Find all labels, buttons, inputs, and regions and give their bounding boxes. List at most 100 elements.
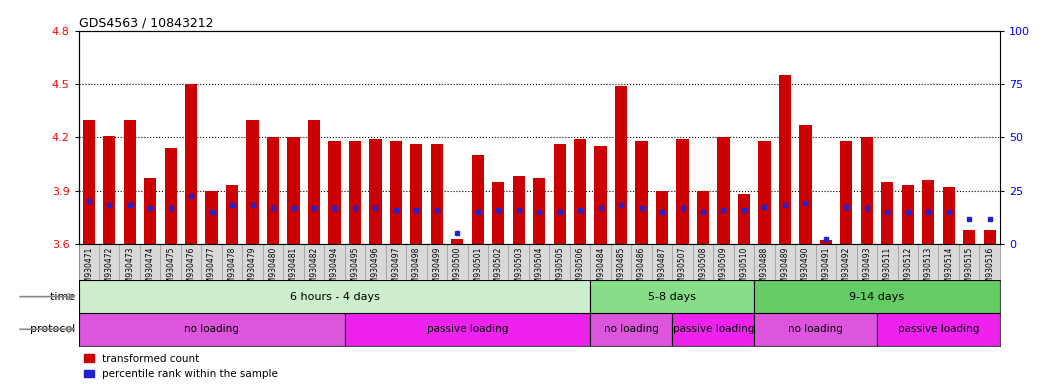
Bar bbox=[79, 313, 344, 346]
Bar bbox=[103, 136, 115, 244]
Text: GSM930507: GSM930507 bbox=[678, 247, 687, 293]
Bar bbox=[205, 190, 218, 244]
Bar bbox=[758, 141, 771, 244]
Bar bbox=[882, 182, 893, 244]
Text: GSM930480: GSM930480 bbox=[268, 247, 277, 293]
Bar bbox=[451, 238, 464, 244]
Text: 5-8 days: 5-8 days bbox=[648, 291, 696, 302]
Text: GSM930482: GSM930482 bbox=[310, 247, 318, 293]
Bar bbox=[636, 141, 648, 244]
Bar bbox=[124, 119, 136, 244]
Text: GSM930471: GSM930471 bbox=[84, 247, 93, 293]
Text: GSM930501: GSM930501 bbox=[473, 247, 483, 293]
Bar bbox=[344, 313, 591, 346]
Bar bbox=[144, 178, 156, 244]
Bar bbox=[615, 86, 627, 244]
Bar bbox=[754, 280, 1000, 313]
Text: 6 hours - 4 days: 6 hours - 4 days bbox=[290, 291, 379, 302]
Bar bbox=[430, 144, 443, 244]
Text: GSM930478: GSM930478 bbox=[227, 247, 237, 293]
Bar bbox=[754, 313, 877, 346]
Text: GSM930496: GSM930496 bbox=[371, 247, 380, 293]
Text: GSM930506: GSM930506 bbox=[576, 247, 584, 293]
Bar bbox=[717, 137, 730, 244]
Bar bbox=[799, 125, 811, 244]
Bar bbox=[185, 84, 197, 244]
Bar bbox=[942, 187, 955, 244]
Text: GSM930513: GSM930513 bbox=[923, 247, 933, 293]
Text: GSM930504: GSM930504 bbox=[535, 247, 543, 293]
Text: GSM930484: GSM930484 bbox=[596, 247, 605, 293]
Bar bbox=[287, 137, 299, 244]
Bar bbox=[676, 139, 689, 244]
Text: GSM930472: GSM930472 bbox=[105, 247, 114, 293]
Bar bbox=[492, 182, 505, 244]
Text: GSM930476: GSM930476 bbox=[186, 247, 196, 293]
Text: GSM930516: GSM930516 bbox=[985, 247, 995, 293]
Bar bbox=[963, 230, 976, 244]
Text: GSM930490: GSM930490 bbox=[801, 247, 810, 293]
Text: GSM930475: GSM930475 bbox=[166, 247, 175, 293]
Bar bbox=[329, 141, 340, 244]
Text: GSM930502: GSM930502 bbox=[494, 247, 503, 293]
Text: GSM930491: GSM930491 bbox=[821, 247, 830, 293]
Text: GSM930494: GSM930494 bbox=[330, 247, 339, 293]
Text: GSM930497: GSM930497 bbox=[392, 247, 400, 293]
Bar bbox=[983, 230, 996, 244]
Bar bbox=[901, 185, 914, 244]
Text: protocol: protocol bbox=[29, 324, 79, 334]
Bar bbox=[820, 240, 832, 244]
Bar bbox=[83, 119, 95, 244]
Bar bbox=[308, 119, 320, 244]
Text: GSM930508: GSM930508 bbox=[698, 247, 708, 293]
Bar bbox=[349, 141, 361, 244]
Bar bbox=[861, 137, 873, 244]
Text: GSM930503: GSM930503 bbox=[514, 247, 524, 293]
Text: GSM930473: GSM930473 bbox=[126, 247, 134, 293]
Bar bbox=[226, 185, 239, 244]
Bar bbox=[779, 75, 792, 244]
Text: GSM930509: GSM930509 bbox=[719, 247, 728, 293]
Bar bbox=[672, 313, 754, 346]
Bar bbox=[554, 144, 565, 244]
Bar bbox=[79, 280, 591, 313]
Text: time: time bbox=[50, 291, 79, 302]
Text: GSM930485: GSM930485 bbox=[617, 247, 626, 293]
Text: GSM930488: GSM930488 bbox=[760, 247, 768, 293]
Bar bbox=[410, 144, 423, 244]
Text: GSM930489: GSM930489 bbox=[780, 247, 789, 293]
Bar bbox=[533, 178, 545, 244]
Text: no loading: no loading bbox=[604, 324, 659, 334]
Text: 9-14 days: 9-14 days bbox=[849, 291, 905, 302]
Bar bbox=[591, 313, 672, 346]
Text: passive loading: passive loading bbox=[672, 324, 754, 334]
Text: GSM930498: GSM930498 bbox=[411, 247, 421, 293]
Bar bbox=[840, 141, 852, 244]
Bar bbox=[595, 146, 607, 244]
Text: GSM930477: GSM930477 bbox=[207, 247, 216, 293]
Bar bbox=[922, 180, 934, 244]
Text: no loading: no loading bbox=[184, 324, 239, 334]
Bar bbox=[877, 313, 1000, 346]
Bar bbox=[471, 155, 484, 244]
Bar bbox=[738, 194, 750, 244]
Text: GSM930479: GSM930479 bbox=[248, 247, 258, 293]
Text: GSM930486: GSM930486 bbox=[637, 247, 646, 293]
Text: GSM930512: GSM930512 bbox=[904, 247, 912, 293]
Text: GSM930514: GSM930514 bbox=[944, 247, 953, 293]
Text: GSM930500: GSM930500 bbox=[452, 247, 462, 293]
Bar bbox=[246, 119, 259, 244]
Bar bbox=[164, 148, 177, 244]
Bar bbox=[513, 176, 525, 244]
Text: GSM930495: GSM930495 bbox=[351, 247, 359, 293]
Bar bbox=[574, 139, 586, 244]
Legend: transformed count, percentile rank within the sample: transformed count, percentile rank withi… bbox=[84, 354, 279, 379]
Text: GSM930493: GSM930493 bbox=[863, 247, 871, 293]
Bar bbox=[655, 190, 668, 244]
Bar bbox=[697, 190, 709, 244]
Text: GDS4563 / 10843212: GDS4563 / 10843212 bbox=[79, 17, 213, 30]
Text: GSM930487: GSM930487 bbox=[658, 247, 667, 293]
Bar bbox=[370, 139, 381, 244]
Bar bbox=[591, 280, 754, 313]
Text: GSM930511: GSM930511 bbox=[883, 247, 892, 293]
